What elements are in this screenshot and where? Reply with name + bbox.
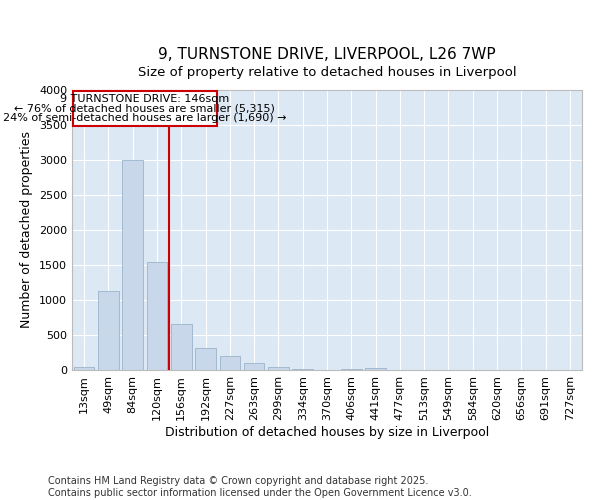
Bar xyxy=(268,366,289,370)
Bar xyxy=(171,324,191,370)
Y-axis label: Number of detached properties: Number of detached properties xyxy=(20,132,34,328)
Text: ← 76% of detached houses are smaller (5,315): ← 76% of detached houses are smaller (5,… xyxy=(14,104,275,114)
FancyBboxPatch shape xyxy=(73,92,217,126)
Text: 9 TURNSTONE DRIVE: 146sqm: 9 TURNSTONE DRIVE: 146sqm xyxy=(60,94,229,104)
Bar xyxy=(195,348,216,370)
Text: 24% of semi-detached houses are larger (1,690) →: 24% of semi-detached houses are larger (… xyxy=(3,113,287,123)
Bar xyxy=(146,262,167,370)
Bar xyxy=(220,356,240,370)
Text: Contains HM Land Registry data © Crown copyright and database right 2025.
Contai: Contains HM Land Registry data © Crown c… xyxy=(48,476,472,498)
Bar xyxy=(122,160,143,370)
Bar xyxy=(365,368,386,370)
Text: Size of property relative to detached houses in Liverpool: Size of property relative to detached ho… xyxy=(137,66,517,79)
Bar xyxy=(341,369,362,370)
Bar xyxy=(74,366,94,370)
X-axis label: Distribution of detached houses by size in Liverpool: Distribution of detached houses by size … xyxy=(165,426,489,438)
Bar xyxy=(98,291,119,370)
Text: 9, TURNSTONE DRIVE, LIVERPOOL, L26 7WP: 9, TURNSTONE DRIVE, LIVERPOOL, L26 7WP xyxy=(158,47,496,62)
Bar xyxy=(244,363,265,370)
